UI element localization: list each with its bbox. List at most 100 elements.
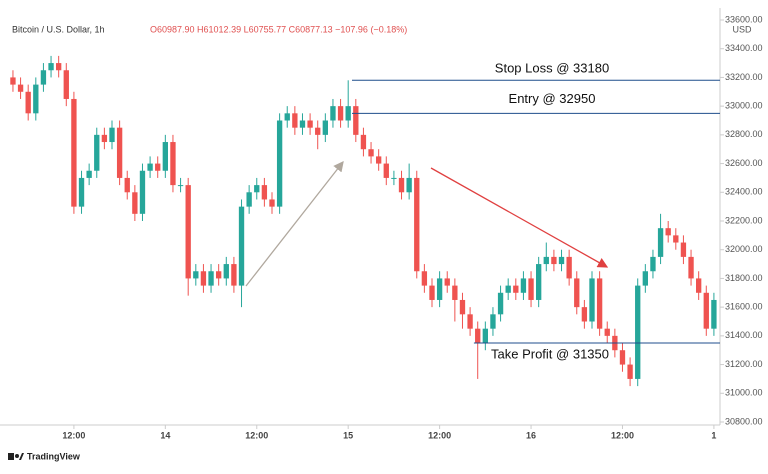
candle <box>459 292 466 329</box>
candle <box>330 98 336 128</box>
candle-body <box>376 156 382 164</box>
y-tick-label: 33200.00 <box>725 72 763 82</box>
candle-body <box>558 256 565 265</box>
candle <box>581 299 588 329</box>
candle <box>505 278 511 300</box>
candle-body <box>231 264 237 286</box>
candle-body <box>711 299 717 329</box>
candle-body <box>330 106 336 121</box>
candle-body <box>360 134 367 150</box>
candle <box>627 357 633 387</box>
candle <box>650 249 656 279</box>
candle-body <box>680 242 687 257</box>
candle-body <box>71 98 77 207</box>
candle <box>536 256 542 308</box>
candle <box>109 120 115 150</box>
candle-body <box>25 91 31 114</box>
candle <box>551 249 557 272</box>
candle <box>467 307 473 336</box>
candle-body <box>254 185 260 193</box>
candle <box>558 249 565 272</box>
candle <box>566 249 572 286</box>
candle-body <box>109 127 115 143</box>
footer-brand: TradingView <box>27 451 81 461</box>
candle <box>231 256 237 293</box>
logo-mark <box>15 454 19 458</box>
candle <box>414 170 420 279</box>
level-label: Take Profit @ 31350 <box>491 346 609 361</box>
candle <box>40 63 47 92</box>
candle <box>155 156 161 178</box>
candle <box>421 264 428 293</box>
candle <box>17 77 24 99</box>
candle-body <box>48 63 54 71</box>
candle <box>86 163 92 186</box>
candle <box>436 271 443 308</box>
candle-body <box>284 113 290 121</box>
chart-title: Bitcoin / U.S. Dollar, 1h <box>12 24 105 34</box>
candle-body <box>596 278 603 329</box>
candle-body <box>452 285 458 300</box>
candle-body <box>124 177 130 193</box>
candle-body <box>269 199 275 207</box>
candle-body <box>543 256 549 265</box>
candle <box>101 127 108 150</box>
x-tick-label: 12:00 <box>428 430 451 440</box>
candle <box>238 199 245 308</box>
candle <box>353 98 359 143</box>
y-tick-label: 31200.00 <box>725 359 763 369</box>
candle <box>596 271 603 336</box>
candle <box>276 113 283 214</box>
candle-body <box>147 163 153 171</box>
y-tick-label: 32400.00 <box>725 187 763 197</box>
candle-body <box>170 142 176 186</box>
candle-body <box>200 271 207 286</box>
candle <box>246 185 252 214</box>
candle-body <box>581 307 588 322</box>
candle-body <box>276 120 283 207</box>
candle-body <box>482 328 488 344</box>
candle-body <box>40 70 47 85</box>
candle <box>345 80 351 128</box>
x-tick-label: 15 <box>343 430 353 440</box>
candle <box>307 113 313 135</box>
logo-mark <box>8 453 14 460</box>
candle-body <box>353 106 359 135</box>
candle-body <box>162 142 168 171</box>
candle-body <box>63 70 69 99</box>
level-label: Entry @ 32950 <box>509 91 596 106</box>
candle <box>665 221 671 243</box>
candle <box>513 278 519 300</box>
candle-body <box>299 120 306 128</box>
candle-body <box>261 185 268 200</box>
candle-body <box>467 314 473 329</box>
candle-body <box>520 278 527 293</box>
footer-logo: TradingView <box>8 451 81 461</box>
candle <box>132 185 138 221</box>
candle-body <box>528 278 534 300</box>
candle <box>25 84 31 121</box>
y-tick-label: 31600.00 <box>725 302 763 312</box>
candle-body <box>551 256 557 265</box>
candle <box>208 264 214 293</box>
candle-body <box>398 177 405 193</box>
candle-body <box>368 149 374 157</box>
candle-body <box>193 271 199 279</box>
candle-body <box>246 192 252 207</box>
y-tick-label: 32000.00 <box>725 244 763 254</box>
candle <box>71 91 77 214</box>
candle-body <box>383 163 389 178</box>
candle-body <box>78 177 85 207</box>
candle <box>528 271 534 308</box>
candle <box>292 106 298 135</box>
x-tick-label: 1 <box>711 430 716 440</box>
candle-body <box>86 170 92 178</box>
candle <box>520 271 527 300</box>
candle <box>223 256 229 286</box>
candle <box>56 55 62 78</box>
x-tick-label: 12:00 <box>62 430 85 440</box>
candle-body <box>475 328 481 344</box>
candle-body <box>574 278 580 308</box>
y-tick-label: 30800.00 <box>725 416 763 426</box>
